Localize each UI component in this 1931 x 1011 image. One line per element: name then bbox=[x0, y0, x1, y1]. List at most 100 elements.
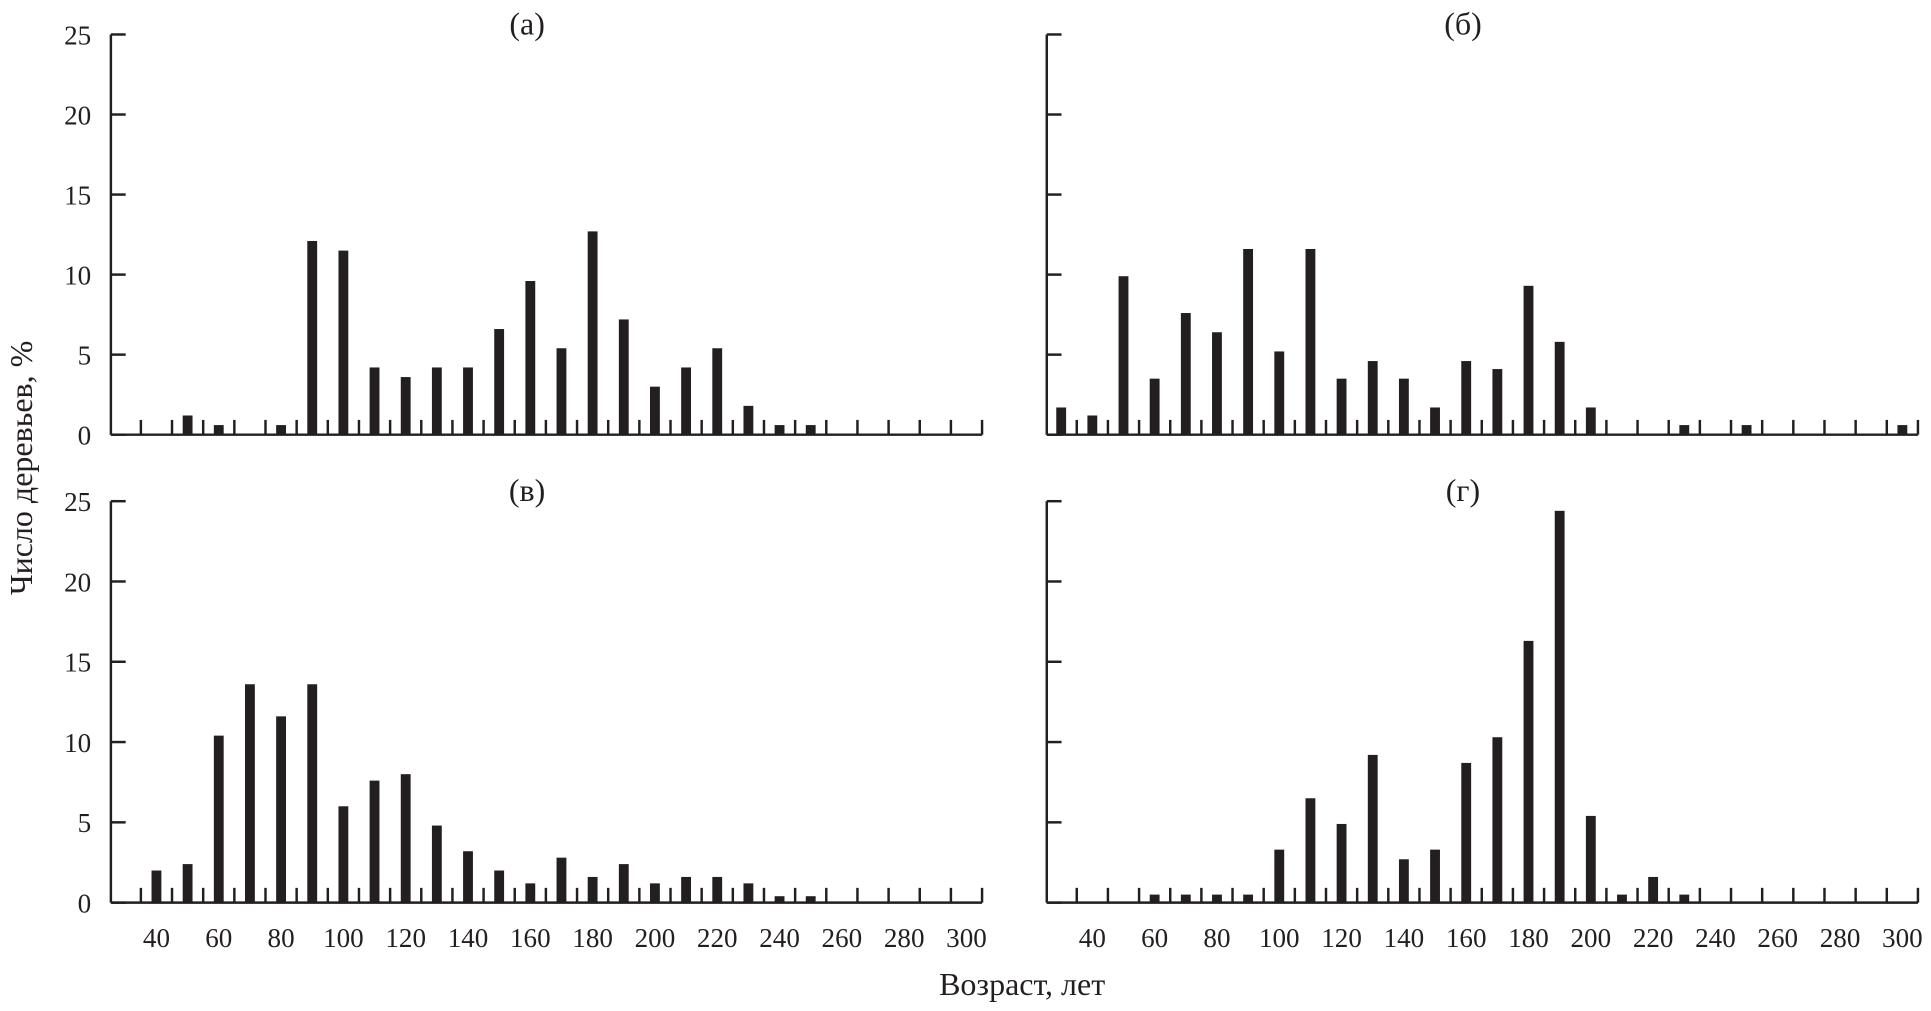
bar bbox=[1367, 754, 1378, 903]
bar bbox=[1212, 894, 1222, 903]
x-tick-label: 140 bbox=[1384, 923, 1425, 953]
bar bbox=[1461, 361, 1472, 435]
x-tick-label: 200 bbox=[635, 923, 676, 953]
bar bbox=[1243, 248, 1254, 435]
bar bbox=[307, 684, 318, 903]
bar bbox=[1679, 894, 1690, 903]
bar bbox=[712, 348, 723, 435]
bar bbox=[1056, 407, 1067, 435]
y-tick-label: 25 bbox=[64, 20, 91, 50]
bar bbox=[618, 864, 629, 903]
y-tick-label: 10 bbox=[64, 260, 91, 290]
x-tick-label: 220 bbox=[1633, 923, 1674, 953]
panel-title: (а) bbox=[509, 5, 545, 41]
x-tick-label: 40 bbox=[143, 923, 170, 953]
x-tick-label: 40 bbox=[1079, 923, 1106, 953]
x-tick-label: 180 bbox=[1508, 923, 1549, 953]
bar bbox=[1461, 762, 1472, 903]
bar bbox=[1149, 378, 1160, 435]
bar bbox=[338, 806, 349, 903]
bar bbox=[1305, 248, 1316, 435]
x-tick-label: 220 bbox=[697, 923, 738, 953]
x-tick-label: 200 bbox=[1571, 923, 1612, 953]
bar bbox=[338, 250, 349, 435]
bar bbox=[1149, 894, 1160, 903]
x-tick-label: 60 bbox=[1141, 923, 1168, 953]
bar bbox=[1617, 894, 1627, 903]
x-axis-label: Возраст, лет bbox=[939, 966, 1105, 1002]
bar bbox=[431, 367, 442, 435]
y-tick-label: 25 bbox=[64, 487, 91, 517]
bar bbox=[244, 684, 255, 903]
bar bbox=[182, 415, 193, 435]
bar bbox=[213, 735, 224, 903]
bar bbox=[1243, 894, 1254, 903]
x-tick-label: 160 bbox=[510, 923, 551, 953]
x-tick-label: 280 bbox=[1820, 923, 1861, 953]
bar bbox=[1398, 859, 1409, 903]
bar bbox=[1118, 276, 1129, 435]
bar bbox=[650, 883, 660, 903]
bar bbox=[1523, 640, 1534, 903]
bar bbox=[400, 377, 411, 435]
x-tick-label: 120 bbox=[1321, 923, 1362, 953]
bar bbox=[1897, 425, 1908, 435]
bar bbox=[1398, 378, 1409, 435]
y-tick-label: 0 bbox=[78, 421, 92, 451]
bar bbox=[1180, 894, 1191, 903]
x-tick-label: 240 bbox=[1695, 923, 1736, 953]
x-tick-label: 300 bbox=[946, 923, 987, 953]
x-tick-label: 60 bbox=[205, 923, 232, 953]
x-tick-label: 300 bbox=[1882, 923, 1923, 953]
bar bbox=[1523, 285, 1534, 435]
bar bbox=[463, 851, 473, 903]
bar bbox=[1180, 313, 1191, 435]
bar bbox=[1367, 361, 1378, 435]
bar bbox=[494, 870, 505, 903]
bar bbox=[1648, 876, 1659, 903]
x-tick-label: 100 bbox=[323, 923, 364, 953]
bar bbox=[369, 367, 380, 435]
bar bbox=[587, 231, 598, 435]
bar bbox=[151, 870, 162, 903]
y-tick-label: 5 bbox=[78, 341, 92, 371]
x-tick-label: 160 bbox=[1446, 923, 1487, 953]
bar bbox=[618, 319, 629, 435]
y-tick-label: 20 bbox=[64, 567, 91, 597]
bar bbox=[712, 876, 723, 903]
bar bbox=[1087, 415, 1098, 435]
y-tick-label: 5 bbox=[78, 808, 92, 838]
y-axis-label: Число деревьев, % bbox=[3, 341, 39, 595]
x-tick-label: 260 bbox=[1757, 923, 1798, 953]
bar bbox=[1741, 425, 1752, 435]
panel-title: (в) bbox=[509, 472, 545, 508]
bar bbox=[1305, 798, 1316, 903]
y-tick-label: 20 bbox=[64, 100, 91, 130]
bar bbox=[525, 281, 536, 435]
bar bbox=[556, 857, 567, 903]
bar bbox=[276, 425, 286, 435]
bar bbox=[276, 716, 286, 903]
y-tick-label: 10 bbox=[64, 728, 91, 758]
bar bbox=[494, 329, 505, 435]
x-tick-label: 80 bbox=[1203, 923, 1230, 953]
bar bbox=[1585, 815, 1596, 903]
bar bbox=[463, 367, 473, 435]
bar bbox=[587, 876, 598, 903]
x-tick-label: 140 bbox=[448, 923, 489, 953]
x-tick-label: 180 bbox=[572, 923, 613, 953]
bar bbox=[650, 386, 660, 435]
bar bbox=[1336, 378, 1347, 435]
bar bbox=[400, 774, 411, 903]
bar bbox=[1430, 849, 1440, 903]
bar bbox=[1492, 369, 1503, 435]
bar bbox=[805, 896, 816, 903]
x-tick-label: 80 bbox=[268, 923, 295, 953]
x-tick-label: 120 bbox=[385, 923, 426, 953]
bar bbox=[805, 425, 816, 435]
bar bbox=[1212, 332, 1222, 435]
bar bbox=[556, 348, 567, 435]
bar bbox=[681, 367, 692, 435]
bar bbox=[1274, 849, 1285, 903]
